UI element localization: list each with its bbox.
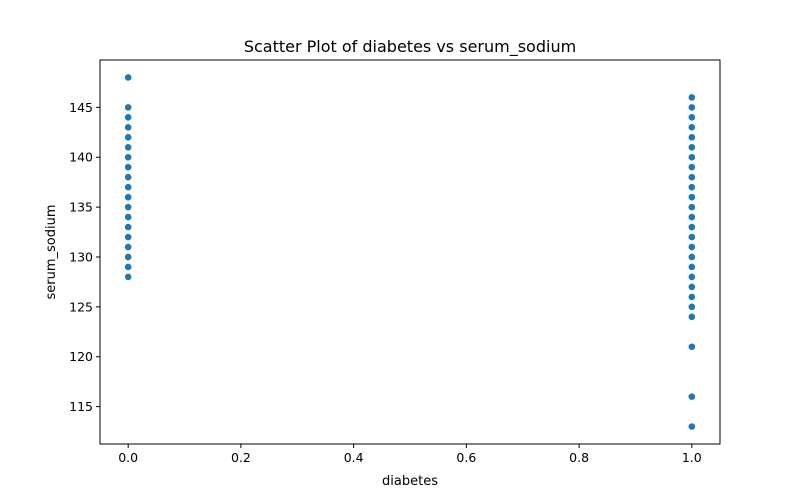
data-point [124,173,133,182]
data-point [124,193,133,202]
data-point [687,183,696,192]
y-tick-label: 130 [69,249,93,264]
data-point [687,103,696,112]
data-point [124,163,133,172]
data-point [687,302,696,311]
data-point [124,73,133,82]
data-point [687,193,696,202]
x-axis-ticks: 0.0 0.2 0.4 0.6 0.8 1.0 [118,444,702,465]
y-tick-label: 135 [69,200,93,215]
data-point [124,103,133,112]
x-tick-label: 0.6 [456,450,476,465]
data-point [124,273,133,281]
y-axis-label: serum_sodium [44,204,59,299]
data-point [687,223,696,231]
data-point [124,203,133,212]
y-tick-label: 115 [69,399,93,414]
data-point [687,173,696,182]
data-point [124,133,133,142]
data-point [687,233,696,241]
data-point [124,143,133,152]
data-point [687,263,696,271]
data-point [687,342,696,351]
data-point [124,213,133,221]
data-point [687,143,696,152]
data-point [124,123,133,132]
data-point [687,422,696,431]
data-point [124,253,133,261]
x-tick-label: 1.0 [682,450,702,465]
x-tick-label: 0.4 [344,450,364,465]
data-points [124,73,696,431]
y-axis-ticks: 115 120 125 130 135 140 145 [69,100,100,414]
data-point [124,113,133,122]
y-tick-label: 145 [69,100,93,115]
data-point [687,253,696,261]
data-point [124,223,133,231]
chart-title: Scatter Plot of diabetes vs serum_sodium [244,37,576,57]
data-point [687,243,696,251]
data-point [687,123,696,132]
data-point [687,113,696,122]
data-point [124,183,133,192]
data-point [687,392,696,401]
y-tick-label: 140 [69,150,93,165]
data-point [124,153,133,162]
data-point [687,312,696,321]
x-tick-label: 0.0 [118,450,138,465]
data-point [687,203,696,212]
data-point [687,133,696,142]
data-point [687,283,696,291]
data-point [124,243,133,251]
data-point [687,292,696,301]
data-point [687,213,696,221]
plot-area [99,59,721,445]
x-axis-label: diabetes [382,474,438,489]
data-point [687,93,696,102]
data-point [687,273,696,281]
data-point [687,153,696,162]
data-point [124,233,133,241]
data-point [124,263,133,271]
data-point [687,163,696,172]
y-tick-label: 125 [69,299,93,314]
x-tick-label: 0.8 [569,450,589,465]
y-tick-label: 120 [69,349,93,364]
x-tick-label: 0.2 [231,450,251,465]
